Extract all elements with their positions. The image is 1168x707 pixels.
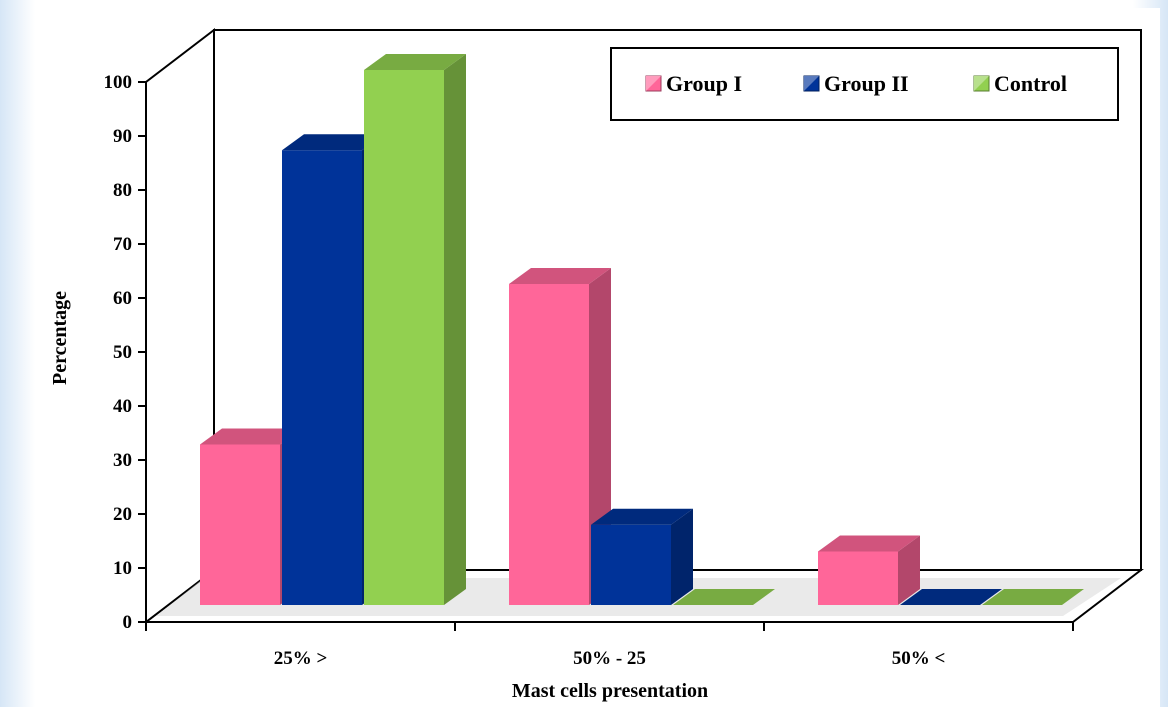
y-tick-label: 60 xyxy=(113,288,132,309)
x-axis-title: Mast cells presentation xyxy=(512,680,708,702)
y-tick-label: 10 xyxy=(113,558,132,579)
y-tick-label: 90 xyxy=(113,126,132,147)
legend-swatch-highlight xyxy=(804,76,819,91)
y-tick-label: 100 xyxy=(104,72,133,93)
x-tick-label: 25% > xyxy=(274,648,328,669)
bar-side xyxy=(898,535,920,605)
bar xyxy=(900,589,1002,605)
bar-front xyxy=(364,70,444,605)
legend-swatch-highlight xyxy=(646,76,661,91)
bar-top xyxy=(818,535,920,552)
bar xyxy=(509,268,611,605)
y-tick-label: 30 xyxy=(113,450,132,471)
bar-side xyxy=(444,54,466,605)
bar-top xyxy=(673,589,775,605)
y-tick-label: 0 xyxy=(123,612,133,633)
y-tick-label: 80 xyxy=(113,180,132,201)
bar-top xyxy=(982,589,1084,605)
legend-item: Group II xyxy=(803,71,909,96)
y-tick-label: 50 xyxy=(113,342,132,363)
bar-top xyxy=(591,508,693,525)
legend: Group I Group II Control xyxy=(610,47,1119,121)
legend-label: Group II xyxy=(824,71,909,96)
bar xyxy=(591,508,693,605)
bar xyxy=(818,535,920,605)
bar-front xyxy=(282,150,362,605)
bar-side xyxy=(671,508,693,605)
bar xyxy=(364,54,466,605)
bar-front xyxy=(818,551,898,605)
x-tick-label: 50% < xyxy=(892,648,946,669)
bars xyxy=(200,54,1084,605)
bar-top xyxy=(509,268,611,284)
x-axis: 25% > 50% - 25 50% < xyxy=(145,621,1074,669)
y-axis-title: Percentage xyxy=(49,291,71,385)
legend-item: Control xyxy=(973,71,1067,96)
y-tick-label: 40 xyxy=(113,396,132,417)
legend-item: Group I xyxy=(645,71,742,96)
bar-top xyxy=(282,134,384,151)
y-tick-label: 70 xyxy=(113,234,132,255)
bar-front xyxy=(200,444,280,605)
bar xyxy=(673,589,775,605)
bar-top xyxy=(900,589,1002,605)
bar-front xyxy=(591,524,671,605)
legend-swatch-highlight xyxy=(974,76,989,91)
bar-top xyxy=(200,428,302,445)
x-tick-label: 50% - 25 xyxy=(573,648,646,669)
y-tick-label: 20 xyxy=(113,504,132,525)
bar xyxy=(982,589,1084,605)
bar-top xyxy=(364,54,466,70)
y-axis: 0 10 20 30 40 50 60 70 80 90 100 xyxy=(104,72,147,633)
legend-label: Control xyxy=(994,71,1067,96)
legend-label: Group I xyxy=(666,71,742,96)
bar-front xyxy=(509,284,589,605)
legend-box xyxy=(610,47,1119,121)
